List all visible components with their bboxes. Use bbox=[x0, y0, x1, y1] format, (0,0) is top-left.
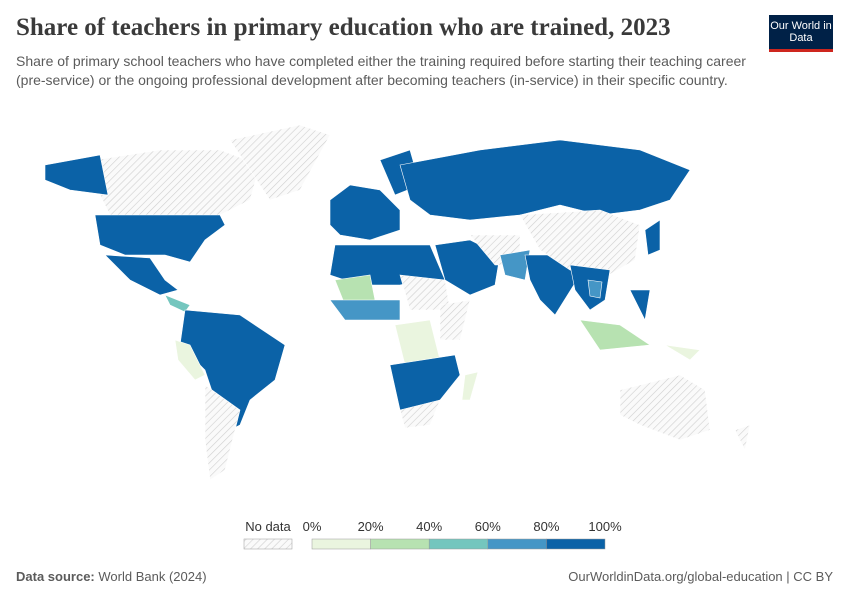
legend-label: 20% bbox=[358, 519, 384, 534]
country[interactable] bbox=[164, 294, 191, 313]
country[interactable] bbox=[499, 249, 531, 281]
country[interactable] bbox=[461, 371, 479, 401]
country[interactable] bbox=[734, 424, 751, 451]
legend-bin bbox=[428, 538, 489, 550]
country[interactable] bbox=[399, 399, 441, 429]
legend-label: 100% bbox=[588, 519, 622, 534]
logo[interactable]: Our World in Data bbox=[769, 15, 833, 52]
country[interactable] bbox=[519, 209, 641, 281]
legend-label: 80% bbox=[533, 519, 559, 534]
country[interactable] bbox=[399, 139, 691, 221]
country[interactable] bbox=[329, 299, 401, 321]
legend-bin bbox=[487, 538, 547, 550]
legend-bin bbox=[311, 538, 371, 550]
legend-no-data-swatch bbox=[243, 538, 293, 550]
country[interactable] bbox=[439, 299, 471, 341]
country[interactable] bbox=[619, 374, 711, 441]
country[interactable] bbox=[587, 279, 603, 299]
legend-label: 0% bbox=[303, 519, 322, 534]
country[interactable] bbox=[579, 319, 651, 351]
country[interactable] bbox=[629, 289, 651, 321]
country[interactable] bbox=[434, 239, 501, 296]
legend-bin bbox=[546, 538, 606, 550]
country[interactable] bbox=[44, 154, 109, 196]
country[interactable] bbox=[664, 344, 701, 361]
logo-text: Our World in Data bbox=[770, 20, 832, 44]
legend-label: 60% bbox=[475, 519, 501, 534]
countries bbox=[44, 124, 751, 481]
legend: No data 0% 20% 40% 60% 80% 100% bbox=[243, 519, 622, 550]
source-label: Data source: bbox=[16, 569, 95, 584]
title: Share of teachers in primary education w… bbox=[16, 14, 671, 41]
country[interactable] bbox=[94, 214, 226, 263]
country[interactable] bbox=[644, 219, 661, 256]
country[interactable] bbox=[229, 124, 331, 201]
country[interactable] bbox=[204, 384, 241, 481]
source-text: World Bank (2024) bbox=[98, 569, 207, 584]
legend-no-data-label: No data bbox=[245, 519, 291, 534]
footer-url[interactable]: OurWorldinData.org/global-education | CC… bbox=[568, 569, 833, 584]
country[interactable] bbox=[174, 339, 206, 381]
legend-label: 40% bbox=[416, 519, 442, 534]
country[interactable] bbox=[329, 184, 401, 241]
country[interactable] bbox=[104, 254, 179, 296]
subtitle: Share of primary school teachers who hav… bbox=[16, 53, 746, 88]
legend-bin bbox=[370, 538, 430, 550]
country[interactable] bbox=[94, 149, 261, 216]
source: Data source: World Bank (2024) bbox=[16, 569, 207, 584]
